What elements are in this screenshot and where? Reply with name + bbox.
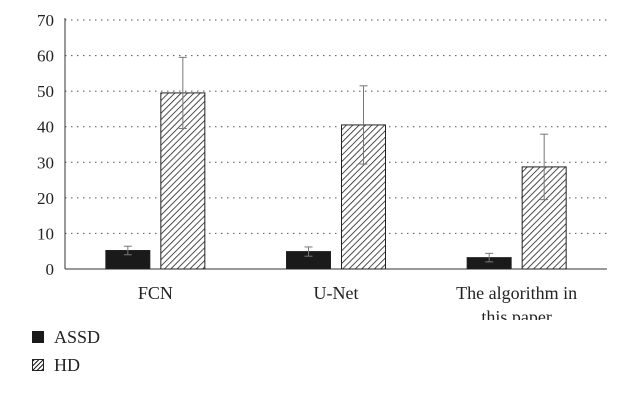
legend-item-hd: HD [32,353,100,377]
x-category-label-1-0: U-Net [314,283,359,303]
y-tick-label-70: 70 [37,11,54,30]
y-tick-label-50: 50 [37,82,54,101]
y-tick-label-20: 20 [37,189,54,208]
bar-chart: 0 10 20 30 40 50 60 70 FCN U-Net The algorithm in t… [37,11,607,320]
y-tick-label-0: 0 [46,260,55,279]
legend: ASSD HD [32,325,100,381]
legend-label-hd: HD [54,354,80,375]
axis-labels: 0 10 20 30 40 50 60 70 FCN U-Net The algorithm in t… [37,11,577,320]
gridlines [65,19,607,234]
error-bars [123,56,549,263]
x-category-label-2-1: this paper [481,307,551,320]
legend-swatch-hd [32,359,44,371]
legend-item-assd: ASSD [32,325,100,349]
y-tick-label-60: 60 [37,47,54,66]
legend-label-assd: ASSD [54,326,101,347]
axes [64,18,607,270]
y-tick-label-40: 40 [37,118,54,137]
y-tick-label-30: 30 [37,153,54,172]
x-category-label-0-0: FCN [138,283,173,303]
y-tick-label-10: 10 [37,224,54,243]
x-category-label-2-0: The algorithm in [456,283,577,303]
legend-swatch-assd [32,331,44,343]
bars [105,92,567,270]
